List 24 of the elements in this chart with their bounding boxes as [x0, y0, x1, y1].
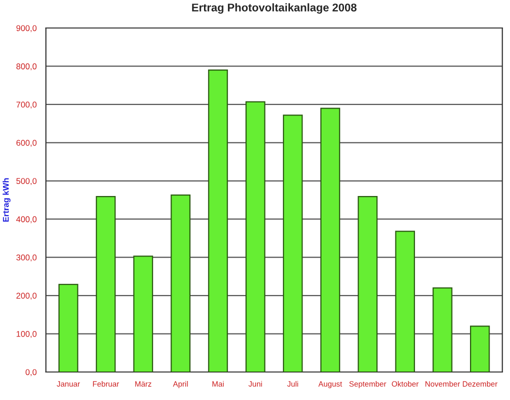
- bar: [432, 287, 452, 372]
- y-tick-label: 700,0: [16, 102, 37, 109]
- bar: [96, 196, 116, 372]
- bar: [320, 108, 340, 372]
- bar: [208, 69, 228, 372]
- y-tick-label: 600,0: [16, 140, 37, 147]
- y-tick-label: 900,0: [16, 25, 37, 32]
- y-tick-label: 400,0: [16, 216, 37, 224]
- y-tick-label: 100,0: [16, 330, 37, 338]
- bar: [133, 256, 154, 372]
- bar: [358, 196, 378, 372]
- y-tick-label: 0,0: [26, 369, 37, 376]
- y-axis-title: Ertrag kWh: [2, 178, 10, 222]
- y-tick-label: 200,0: [16, 292, 37, 300]
- bar: [470, 326, 490, 372]
- y-tick-label: 800,0: [16, 63, 37, 70]
- y-tick-label: 500,0: [16, 178, 37, 185]
- bar: [170, 194, 190, 372]
- bar: [58, 284, 78, 372]
- chart-title: Ertrag Photovoltaikanlage 2008: [192, 3, 357, 14]
- bar: [282, 114, 303, 372]
- bar: [246, 101, 266, 372]
- bar: [395, 230, 415, 372]
- y-tick-label: 300,0: [16, 254, 37, 262]
